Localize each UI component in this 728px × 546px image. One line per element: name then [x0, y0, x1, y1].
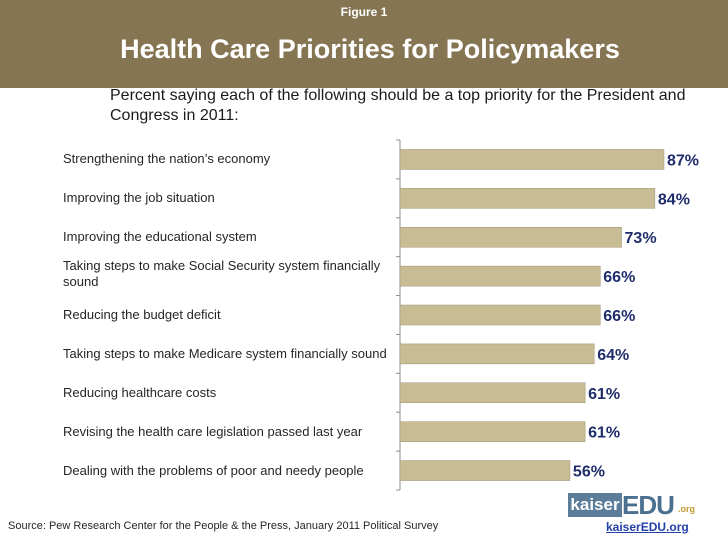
data-label: 61% [588, 386, 620, 403]
bar [399, 265, 601, 287]
site-link[interactable]: kaiserEDU.org [606, 520, 689, 534]
category-label: Reducing healthcare costs [63, 384, 217, 400]
category-label: Taking steps to make Medicare system fin… [63, 345, 387, 361]
category-label: Strengthening the nation’s economy [63, 151, 271, 167]
data-label: 64% [597, 347, 629, 364]
data-label: 66% [603, 308, 635, 325]
logo-edu-text: EDU [622, 490, 675, 520]
data-label: 66% [603, 269, 635, 286]
category-label: Revising the health care legislation pas… [63, 423, 363, 439]
bar [399, 226, 622, 248]
source-note: Source: Pew Research Center for the Peop… [8, 520, 439, 532]
category-label: Reducing the budget deficit [63, 307, 221, 322]
bar [399, 343, 595, 365]
logo-org-text: .org [678, 504, 695, 514]
category-label: Dealing with the problems of poor and ne… [63, 462, 364, 478]
data-label: 61% [588, 425, 620, 442]
category-label: Taking steps to make Social Security sys… [63, 258, 381, 290]
bar [399, 421, 586, 442]
data-label: 87% [667, 152, 699, 169]
bar [399, 188, 656, 209]
kaiser-edu-logo[interactable]: kaiser EDU .org [568, 491, 710, 521]
bar [399, 149, 665, 170]
bar [399, 382, 586, 404]
data-label: 73% [625, 230, 657, 247]
data-label: 84% [658, 191, 690, 208]
bar [399, 460, 571, 481]
title-banner: Figure 1 Health Care Priorities for Poli… [0, 0, 728, 88]
figure-label: Figure 1 [340, 5, 388, 19]
category-label: Improving the educational system [63, 229, 257, 245]
chart-title: Health Care Priorities for Policymakers [120, 34, 620, 64]
bar [399, 304, 601, 326]
category-label: Improving the job situation [63, 190, 215, 206]
logo-kaiser-text: kaiser [568, 493, 622, 517]
data-label: 56% [573, 464, 605, 481]
chart-subtitle: Percent saying each of the following sho… [110, 87, 686, 124]
